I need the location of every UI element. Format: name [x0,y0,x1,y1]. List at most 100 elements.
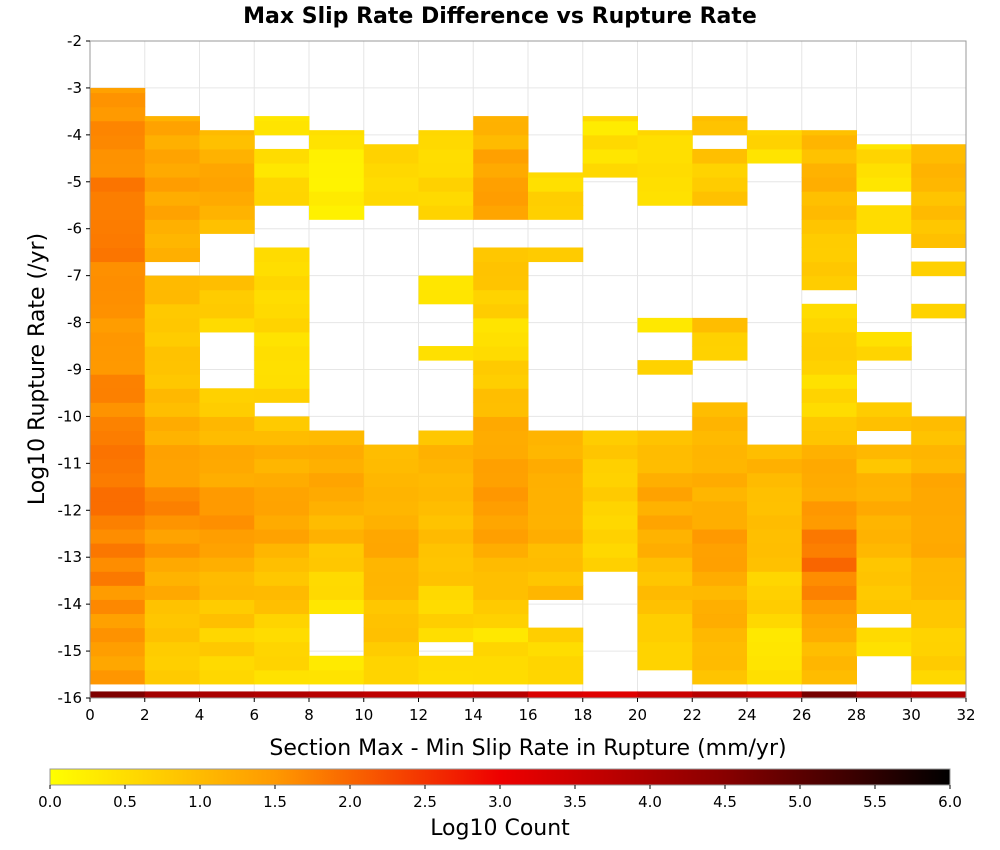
heatmap-cell [911,486,967,502]
heatmap-cell [144,233,200,248]
heatmap-cell [363,669,419,685]
heatmap-cell [801,247,857,263]
heatmap-cell [473,500,529,516]
heatmap-cell [473,514,529,530]
heatmap-cell [254,374,310,389]
heatmap-cell [911,571,967,586]
colorbar-ticks: 0.0 0.5 1.0 1.5 2.0 2.5 3.0 3.5 4.0 4.5 5.0 5.5 6.0 [38,785,962,811]
x-tick-label: 20 [628,706,647,724]
colorbar-tick-label: 4.5 [713,793,737,811]
x-tick-label: 32 [956,706,975,724]
heatmap-cell [637,585,693,600]
heatmap-cell [90,543,146,558]
colorbar-tick-label: 1.5 [263,793,287,811]
heatmap-cell [801,219,857,234]
heatmap-cell [473,331,529,347]
colorbar-tick-label: 5.5 [863,793,887,811]
heatmap-cell [90,177,146,192]
heatmap-cell [692,120,748,136]
heatmap-cell [309,130,365,136]
heatmap-cell [473,177,529,192]
y-tick-label: -7 [67,267,82,285]
heatmap-cell [418,514,474,530]
x-axis-ticks: 0 2 4 6 8 10 12 14 16 18 20 22 24 26 28 30 32 [85,698,976,724]
heatmap-cell [801,571,857,586]
heatmap-cell [528,172,584,178]
heatmap-cell [473,374,529,389]
heatmap-cell [856,557,912,572]
heatmap-cell [528,177,584,192]
heatmap-cell [199,163,255,178]
heatmap-cell [856,148,912,164]
heatmap-cell [801,317,857,333]
heatmap-cell [856,458,912,474]
heatmap-cell [199,641,255,657]
heatmap-cell [637,430,693,446]
heatmap-cell [144,430,200,446]
heatmap-cell [582,486,638,502]
heatmap-cell [528,191,584,206]
heatmap-cell [911,416,967,432]
heatmap-cell [528,529,584,544]
heatmap-cell [637,543,693,558]
heatmap-cell [637,514,693,530]
heatmap-cell [911,261,967,277]
heatmap-cell [254,247,310,263]
heatmap-cell [199,388,255,403]
heatmap-cell [144,331,200,347]
heatmap-cell [747,613,803,629]
heatmap-cell [418,472,474,488]
heatmap-cell [90,641,146,657]
heatmap-cell [90,500,146,516]
heatmap-cell [856,144,912,150]
heatmap-cell [309,599,365,615]
y-tick-label: -14 [58,595,83,613]
heatmap-cell [309,472,365,488]
x-tick-label: 4 [195,706,205,724]
heatmap-cell [199,571,255,586]
heatmap-cell [254,360,310,375]
heatmap-cell [856,627,912,643]
heatmap-cell [144,655,200,671]
heatmap-cell [582,116,638,122]
heatmap-cell [363,571,419,586]
heatmap-cell [418,177,474,192]
heatmap-cell [90,627,146,643]
heatmap-cell [199,402,255,417]
heatmap-cell [90,557,146,572]
heatmap-cell [363,163,419,178]
heatmap-cell [90,205,146,220]
heatmap-cell [528,205,584,220]
heatmap-cell [637,163,693,178]
heatmap-cell [911,444,967,460]
heatmap-cell [363,144,419,150]
heatmap-cell [144,289,200,305]
heatmap-cell [144,529,200,544]
heatmap-cell [199,205,255,220]
heatmap-cell [528,430,584,446]
heatmap-cell [473,303,529,319]
heatmap-cell [473,627,529,643]
heatmap-cell [199,543,255,558]
heatmap-cell [363,599,419,615]
heatmap-cell [801,613,857,629]
heatmap-cell [911,641,967,657]
heatmap-cell [144,444,200,460]
heatmap-cell [309,655,365,671]
heatmap-cell [801,529,857,544]
heatmap-cell [254,430,310,446]
y-tick-label: -9 [67,361,82,379]
heatmap-cell [528,585,584,600]
x-axis-label: Section Max - Min Slip Rate in Rupture (… [269,736,786,761]
heatmap-cell [582,500,638,516]
heatmap-cell [801,205,857,220]
heatmap-cell [801,360,857,375]
heatmap-cell [856,163,912,178]
heatmap-cell [692,669,748,685]
colorbar-label: Log10 Count [430,816,570,841]
heatmap-cell [856,205,912,220]
heatmap-cell [473,599,529,615]
heatmap-cell [692,514,748,530]
heatmap-cell [418,655,474,671]
heatmap-cell [473,416,529,432]
